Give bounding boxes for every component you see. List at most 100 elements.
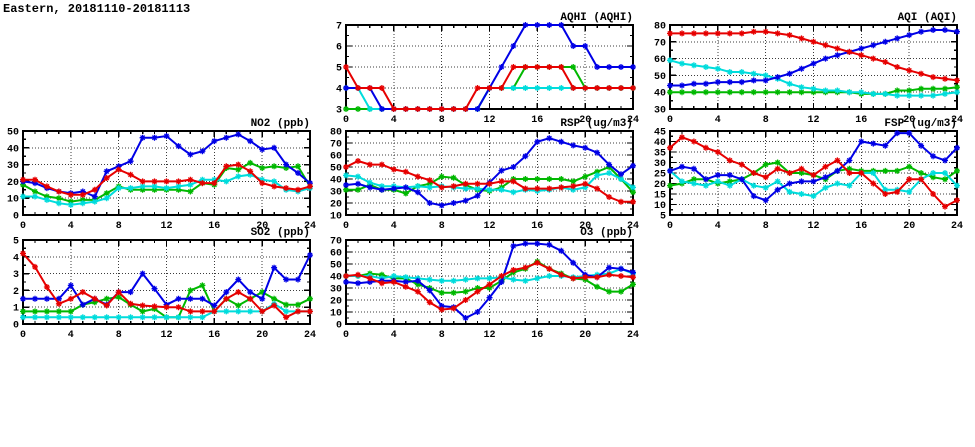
svg-text:4: 4 — [68, 221, 74, 232]
svg-text:0: 0 — [13, 321, 19, 332]
svg-text:16: 16 — [531, 330, 543, 341]
svg-text:20: 20 — [7, 178, 19, 189]
svg-text:3: 3 — [336, 106, 342, 117]
svg-text:4: 4 — [68, 330, 74, 341]
svg-text:30: 30 — [654, 106, 666, 117]
svg-text:20: 20 — [256, 330, 268, 341]
svg-text:20: 20 — [330, 297, 342, 308]
svg-text:20: 20 — [903, 221, 915, 232]
svg-text:8: 8 — [116, 330, 122, 341]
svg-text:40: 40 — [330, 176, 342, 187]
svg-text:50: 50 — [7, 128, 19, 139]
svg-text:5: 5 — [13, 237, 19, 248]
svg-text:1: 1 — [13, 304, 19, 315]
svg-text:12: 12 — [160, 330, 172, 341]
svg-text:20: 20 — [903, 115, 915, 126]
svg-text:50: 50 — [330, 164, 342, 175]
svg-text:10: 10 — [330, 212, 342, 223]
svg-text:12: 12 — [160, 221, 172, 232]
chart-aqhi: 3 4 5 6 7 0 4 8 12 16 20 24 AQHI (AQHI) — [324, 9, 643, 132]
svg-text:12: 12 — [483, 330, 495, 341]
svg-text:60: 60 — [654, 55, 666, 66]
svg-text:60: 60 — [330, 249, 342, 260]
svg-text:10: 10 — [7, 195, 19, 206]
svg-text:40: 40 — [654, 89, 666, 100]
svg-text:8: 8 — [439, 330, 445, 341]
svg-text:15: 15 — [654, 191, 666, 202]
svg-text:AQHI (AQHI): AQHI (AQHI) — [560, 12, 633, 24]
svg-text:10: 10 — [330, 309, 342, 320]
svg-text:8: 8 — [116, 221, 122, 232]
svg-text:AQI (AQI): AQI (AQI) — [898, 12, 957, 24]
svg-text:35: 35 — [654, 149, 666, 160]
svg-text:40: 40 — [7, 144, 19, 155]
chart-o3: 0 10 20 30 40 50 60 70 0 4 8 12 16 20 24 O3 (ppb) — [324, 224, 643, 347]
svg-text:30: 30 — [330, 285, 342, 296]
svg-text:25: 25 — [654, 170, 666, 181]
svg-text:0: 0 — [343, 221, 349, 232]
svg-text:8: 8 — [763, 221, 769, 232]
svg-text:4: 4 — [391, 221, 397, 232]
svg-text:16: 16 — [855, 221, 867, 232]
svg-text:0: 0 — [20, 330, 26, 341]
svg-text:NO2 (ppb): NO2 (ppb) — [251, 118, 310, 130]
svg-text:4: 4 — [336, 85, 342, 96]
svg-text:8: 8 — [763, 115, 769, 126]
svg-text:20: 20 — [654, 180, 666, 191]
svg-text:SO2 (ppb): SO2 (ppb) — [251, 227, 310, 239]
svg-text:0: 0 — [667, 115, 673, 126]
svg-text:20: 20 — [256, 221, 268, 232]
svg-text:RSP (ug/m3): RSP (ug/m3) — [560, 118, 633, 130]
svg-text:7: 7 — [336, 22, 342, 33]
aqi-plot: 30 40 50 60 70 80 0 4 8 12 16 20 24 AQI (AQI) — [654, 12, 963, 126]
aqhi-plot: 3 4 5 6 7 0 4 8 12 16 20 24 AQHI (AQHI) — [336, 12, 639, 126]
svg-text:O3 (ppb): O3 (ppb) — [580, 227, 633, 239]
svg-text:4: 4 — [715, 115, 721, 126]
svg-text:40: 40 — [654, 138, 666, 149]
svg-text:4: 4 — [391, 115, 397, 126]
svg-text:20: 20 — [579, 221, 591, 232]
svg-text:24: 24 — [627, 221, 639, 232]
svg-text:80: 80 — [330, 128, 342, 139]
svg-text:5: 5 — [660, 212, 666, 223]
svg-text:12: 12 — [483, 221, 495, 232]
svg-text:16: 16 — [531, 115, 543, 126]
svg-text:80: 80 — [654, 22, 666, 33]
svg-text:6: 6 — [336, 43, 342, 54]
svg-text:12: 12 — [807, 115, 819, 126]
page-title: Eastern, 20181110-20181113 — [3, 2, 191, 16]
svg-text:24: 24 — [304, 330, 316, 341]
svg-text:70: 70 — [330, 140, 342, 151]
svg-text:50: 50 — [330, 261, 342, 272]
svg-text:20: 20 — [330, 200, 342, 211]
svg-text:24: 24 — [951, 221, 963, 232]
svg-text:70: 70 — [654, 38, 666, 49]
svg-text:16: 16 — [531, 221, 543, 232]
svg-text:0: 0 — [13, 212, 19, 223]
svg-text:45: 45 — [654, 128, 666, 139]
chart-no2: 0 10 20 30 40 50 0 4 8 12 16 20 24 NO2 (ppb) — [1, 115, 320, 238]
svg-text:60: 60 — [330, 152, 342, 163]
svg-text:0: 0 — [667, 221, 673, 232]
no2-plot: 0 10 20 30 40 50 0 4 8 12 16 20 24 NO2 (ppb) — [7, 118, 316, 232]
svg-text:30: 30 — [7, 161, 19, 172]
svg-text:12: 12 — [807, 221, 819, 232]
svg-text:70: 70 — [330, 237, 342, 248]
svg-text:0: 0 — [336, 321, 342, 332]
svg-text:30: 30 — [654, 159, 666, 170]
svg-text:4: 4 — [391, 330, 397, 341]
svg-text:FSP (ug/m3): FSP (ug/m3) — [884, 118, 957, 130]
svg-text:3: 3 — [13, 270, 19, 281]
svg-text:24: 24 — [627, 115, 639, 126]
svg-text:24: 24 — [951, 115, 963, 126]
chart-fsp: 5 10 15 20 25 30 35 40 45 0 4 8 12 16 20 24 FSP (ug/m3) — [648, 115, 967, 238]
svg-text:10: 10 — [654, 201, 666, 212]
svg-text:4: 4 — [13, 253, 19, 264]
svg-text:50: 50 — [654, 72, 666, 83]
svg-text:0: 0 — [20, 221, 26, 232]
svg-text:16: 16 — [208, 221, 220, 232]
svg-text:20: 20 — [579, 330, 591, 341]
